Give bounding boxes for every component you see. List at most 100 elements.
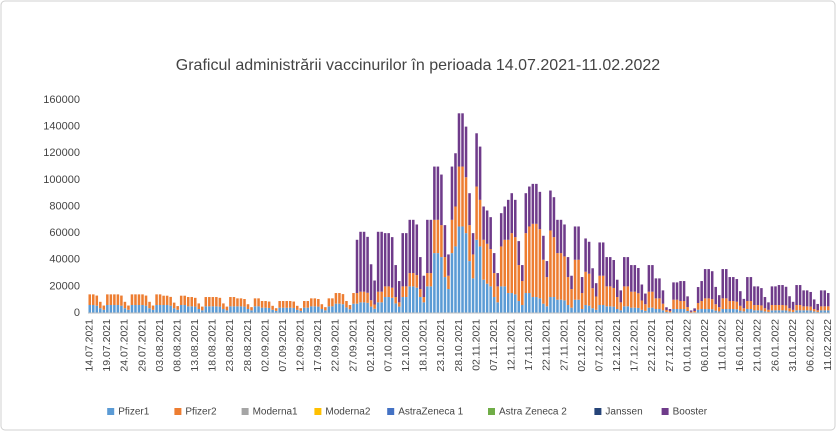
bar-segment xyxy=(545,306,549,313)
bar-segment xyxy=(626,257,630,287)
bar-segment xyxy=(165,305,169,313)
bar-segment xyxy=(485,283,489,313)
bar-segment xyxy=(288,301,292,308)
bar-segment xyxy=(116,305,120,313)
bar-segment xyxy=(506,293,510,313)
bar-segment xyxy=(732,309,735,313)
bar-segment xyxy=(348,305,352,310)
bar-segment xyxy=(651,307,654,313)
x-tick-label: 22.09.2021 xyxy=(330,319,342,372)
bar-segment xyxy=(538,191,542,230)
bar-segment xyxy=(394,303,397,313)
bar-segment xyxy=(239,298,243,307)
bar-segment xyxy=(443,277,447,313)
bar-segment xyxy=(753,286,756,306)
bar-segment xyxy=(784,305,788,311)
bar-segment xyxy=(535,297,538,313)
bar-segment xyxy=(714,310,717,313)
bar-segment xyxy=(665,309,668,312)
bar-segment xyxy=(721,269,725,299)
bar-segment xyxy=(450,166,454,220)
bar-segment xyxy=(665,307,668,310)
x-tick-label: 29.07.2021 xyxy=(136,319,148,372)
bar-segment xyxy=(633,307,637,313)
legend-label: Booster xyxy=(673,407,708,418)
bar-segment xyxy=(165,295,169,306)
legend-swatch xyxy=(594,408,602,415)
bar-segment xyxy=(415,224,419,276)
bar-segment xyxy=(710,299,714,310)
bar-segment xyxy=(587,241,591,274)
bar-segment xyxy=(735,301,739,310)
bar-segment xyxy=(612,306,615,313)
bar-segment xyxy=(503,239,506,287)
bar-segment xyxy=(549,297,552,313)
bar-segment xyxy=(700,309,703,313)
y-tick-label: 140000 xyxy=(43,121,80,133)
bar-segment xyxy=(672,309,675,313)
bar-segment xyxy=(412,219,415,274)
bar-segment xyxy=(450,253,454,313)
bar-segment xyxy=(686,311,689,313)
bar-segment xyxy=(605,286,608,307)
bar-segment xyxy=(454,246,457,313)
legend-swatch xyxy=(387,408,395,415)
bar-segment xyxy=(288,307,292,313)
bar-segment xyxy=(573,299,577,313)
bar-segment xyxy=(637,307,640,313)
bar-segment xyxy=(243,306,246,313)
bar-segment xyxy=(559,253,563,300)
bar-segment xyxy=(499,213,503,247)
bar-segment xyxy=(324,310,327,313)
bar-segment xyxy=(693,311,696,313)
bar-segment xyxy=(763,308,767,312)
bar-segment xyxy=(429,273,433,287)
bar-segment xyxy=(601,275,605,306)
x-tick-label: 12.12.2021 xyxy=(611,319,623,372)
bar-segment xyxy=(647,265,651,292)
bar-segment xyxy=(380,231,383,292)
legend-label: Astra Zeneca 2 xyxy=(499,407,567,418)
bar-segment xyxy=(215,297,218,307)
bar-segment xyxy=(134,294,137,306)
x-tick-label: 07.09.2021 xyxy=(277,319,289,372)
bar-segment xyxy=(545,277,549,307)
y-tick-label: 80000 xyxy=(49,200,80,212)
bar-segment xyxy=(739,305,742,311)
bar-segment xyxy=(162,305,165,313)
y-tick-label: 120000 xyxy=(43,147,80,159)
bar-segment xyxy=(422,302,426,313)
bar-segment xyxy=(601,305,605,313)
x-tick-label: 07.10.2021 xyxy=(382,319,394,372)
bar-segment xyxy=(742,308,746,312)
bar-segment xyxy=(605,306,608,313)
bar-segment xyxy=(517,241,521,266)
bar-segment xyxy=(819,306,823,311)
bar-segment xyxy=(524,293,528,313)
bar-segment xyxy=(313,298,317,307)
bar-segment xyxy=(137,294,141,306)
bar-segment xyxy=(732,277,735,302)
bar-segment xyxy=(584,271,587,306)
bar-segment xyxy=(809,310,812,313)
bar-segment xyxy=(285,307,288,313)
bar-segment xyxy=(623,306,626,313)
bar-segment xyxy=(823,310,826,313)
x-tick-label: 11.01.2022 xyxy=(717,319,729,371)
bar-segment xyxy=(531,183,535,224)
bar-segment xyxy=(102,305,106,310)
x-tick-label: 27.11.2021 xyxy=(558,319,570,371)
bar-segment xyxy=(707,269,710,299)
bar-segment xyxy=(426,286,429,313)
bar-segment xyxy=(651,265,654,292)
bar-segment xyxy=(538,229,542,299)
x-tick-label: 23.10.2021 xyxy=(435,319,447,372)
bar-segment xyxy=(703,298,707,310)
y-tick-label: 100000 xyxy=(43,174,80,186)
bar-segment xyxy=(461,166,464,227)
bar-segment xyxy=(95,295,99,306)
bar-segment xyxy=(341,304,345,313)
legend-swatch xyxy=(174,408,182,415)
bar-segment xyxy=(345,301,348,308)
bar-segment xyxy=(92,305,95,313)
